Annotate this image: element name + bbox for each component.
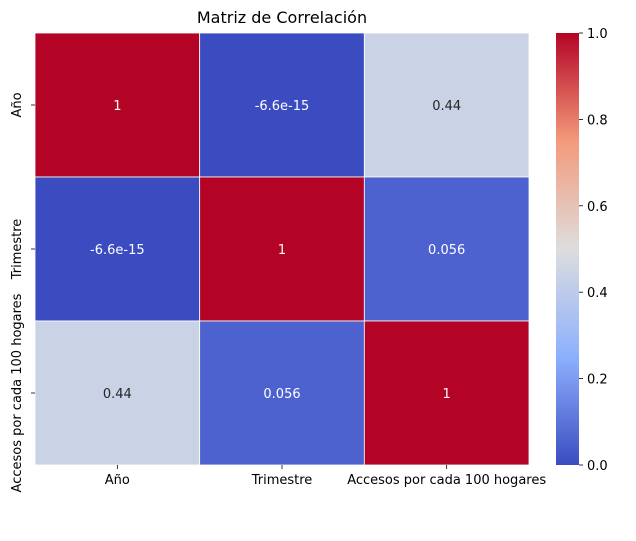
heatmap-cell (199, 32, 365, 178)
cell-value-label: 0.056 (428, 243, 465, 258)
x-tick-label: Año (105, 473, 130, 488)
colorbar-tick-label: 0.2 (587, 373, 608, 388)
heatmap-cell (199, 320, 365, 466)
colorbar: 0.0 0.2 0.4 0.6 0.8 1.0 (556, 27, 608, 474)
heatmap-cell (199, 176, 365, 322)
heatmap-cells: 1 -6.6e-15 0.44 -6.6e-15 1 0.056 0.44 0.056 1 (34, 32, 530, 466)
y-axis-ticks: Año Trimestre Accesos por cada 100 hogares (10, 92, 35, 492)
colorbar-tick-label: 0.4 (587, 286, 608, 301)
x-tick-label: Trimestre (251, 473, 313, 488)
y-tick-label: Accesos por cada 100 hogares (10, 293, 25, 492)
heatmap-cell (34, 32, 201, 178)
colorbar-tick-label: 1.0 (587, 27, 608, 42)
cell-value-label: 0.44 (103, 387, 132, 402)
colorbar-tick-label: 0.6 (587, 200, 608, 215)
chart-title: Matriz de Correlación (197, 8, 367, 27)
y-tick-label: Trimestre (10, 219, 25, 281)
heatmap-cell (363, 32, 530, 178)
colorbar-tick-label: 0.0 (587, 459, 608, 474)
cell-value-label: 0.44 (432, 99, 461, 114)
heatmap-cell (34, 176, 201, 322)
y-tick-label: Año (10, 92, 25, 117)
colorbar-gradient (556, 33, 579, 465)
cell-value-label: 1 (113, 99, 121, 114)
heatmap-cell (34, 320, 201, 466)
cell-value-label: -6.6e-15 (255, 99, 310, 114)
colorbar-ticks: 0.0 0.2 0.4 0.6 0.8 1.0 (579, 27, 608, 474)
colorbar-tick-label: 0.8 (587, 113, 608, 128)
cell-value-label: 1 (443, 387, 451, 402)
cell-value-label: 1 (278, 243, 286, 258)
cell-value-label: -6.6e-15 (90, 243, 145, 258)
x-tick-label: Accesos por cada 100 hogares (347, 473, 546, 488)
heatmap-cell (363, 176, 530, 322)
cell-value-label: 0.056 (263, 387, 300, 402)
x-axis-ticks: Año Trimestre Accesos por cada 100 hogares (105, 465, 546, 488)
